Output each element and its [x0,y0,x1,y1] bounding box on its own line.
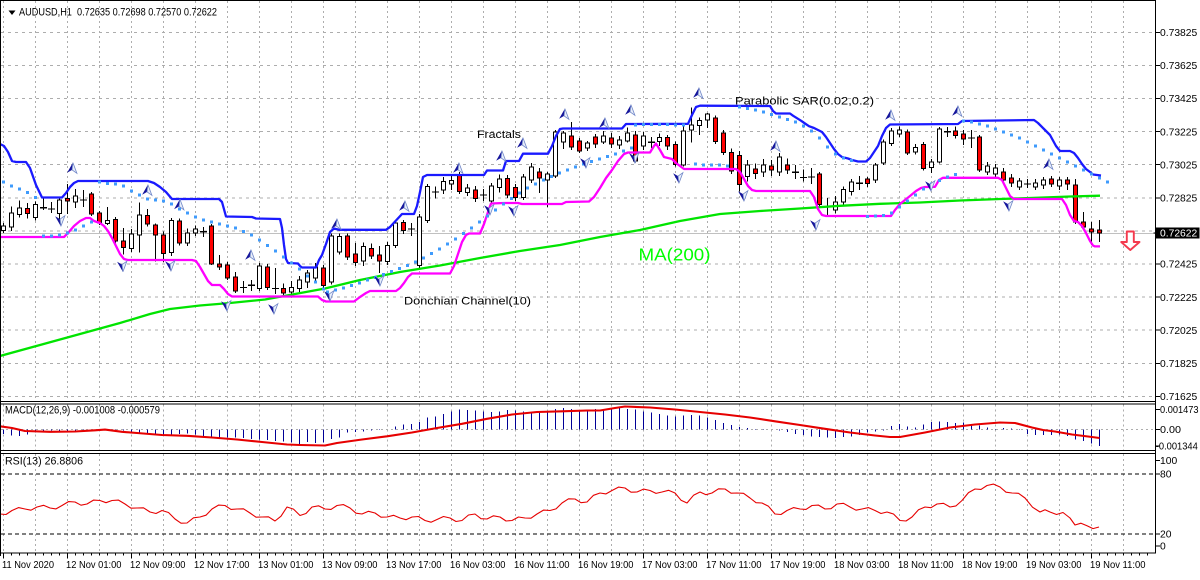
svg-text:12 Nov 09:00: 12 Nov 09:00 [130,560,186,571]
svg-text:0.72225: 0.72225 [1160,293,1197,304]
svg-text:100: 100 [1160,456,1177,467]
svg-text:13 Nov 17:00: 13 Nov 17:00 [386,560,442,571]
svg-text:17 Nov 11:00: 17 Nov 11:00 [706,560,762,571]
svg-text:Donchian Channel(10): Donchian Channel(10) [404,295,531,307]
svg-text:Fractals: Fractals [477,129,521,141]
svg-text:13 Nov 09:00: 13 Nov 09:00 [322,560,378,571]
svg-text:0.73825: 0.73825 [1160,28,1197,39]
svg-text:AUDUSD,H1 0.72635 0.72698 0.7: AUDUSD,H1 0.72635 0.72698 0.72570 0.7262… [19,6,217,18]
svg-text:0.71825: 0.71825 [1160,359,1197,370]
svg-text:13 Nov 01:00: 13 Nov 01:00 [258,560,314,571]
svg-text:Parabolic SAR(0.02,0.2): Parabolic SAR(0.02,0.2) [735,95,874,107]
svg-text:0: 0 [1160,542,1166,553]
svg-text:0.73225: 0.73225 [1160,127,1197,138]
svg-text:18 Nov 19:00: 18 Nov 19:00 [962,560,1018,571]
svg-text:12 Nov 01:00: 12 Nov 01:00 [66,560,122,571]
svg-text:MA(200): MA(200) [639,245,711,265]
svg-text:0.73425: 0.73425 [1160,94,1197,105]
svg-text:0.73025: 0.73025 [1160,160,1197,171]
svg-text:0.001473: 0.001473 [1160,405,1199,416]
svg-text:20: 20 [1160,530,1172,541]
svg-text:19 Nov 03:00: 19 Nov 03:00 [1026,560,1082,571]
svg-text:19 Nov 11:00: 19 Nov 11:00 [1090,560,1146,571]
svg-text:0.72622: 0.72622 [1160,228,1197,239]
svg-text:0.71625: 0.71625 [1160,392,1197,403]
svg-text:11 Nov 2020: 11 Nov 2020 [2,560,54,571]
svg-text:RSI(13) 26.8806: RSI(13) 26.8806 [5,456,83,468]
svg-text:17 Nov 03:00: 17 Nov 03:00 [642,560,698,571]
svg-text:18 Nov 03:00: 18 Nov 03:00 [834,560,890,571]
svg-text:0.72825: 0.72825 [1160,194,1197,205]
svg-text:0.72025: 0.72025 [1160,326,1197,337]
svg-text:80: 80 [1160,470,1172,481]
svg-text:-0.001344: -0.001344 [1156,442,1198,453]
svg-text:0.00: 0.00 [1160,425,1181,436]
svg-text:0.72425: 0.72425 [1160,260,1197,271]
svg-text:17 Nov 19:00: 17 Nov 19:00 [770,560,826,571]
svg-text:MACD(12,26,9) -0.001008 -0.000: MACD(12,26,9) -0.001008 -0.000579 [5,405,160,417]
svg-text:12 Nov 17:00: 12 Nov 17:00 [194,560,250,571]
svg-text:16 Nov 03:00: 16 Nov 03:00 [450,560,506,571]
svg-text:18 Nov 11:00: 18 Nov 11:00 [898,560,954,571]
svg-text:16 Nov 11:00: 16 Nov 11:00 [514,560,570,571]
svg-text:16 Nov 19:00: 16 Nov 19:00 [578,560,634,571]
svg-text:0.73625: 0.73625 [1160,61,1197,72]
